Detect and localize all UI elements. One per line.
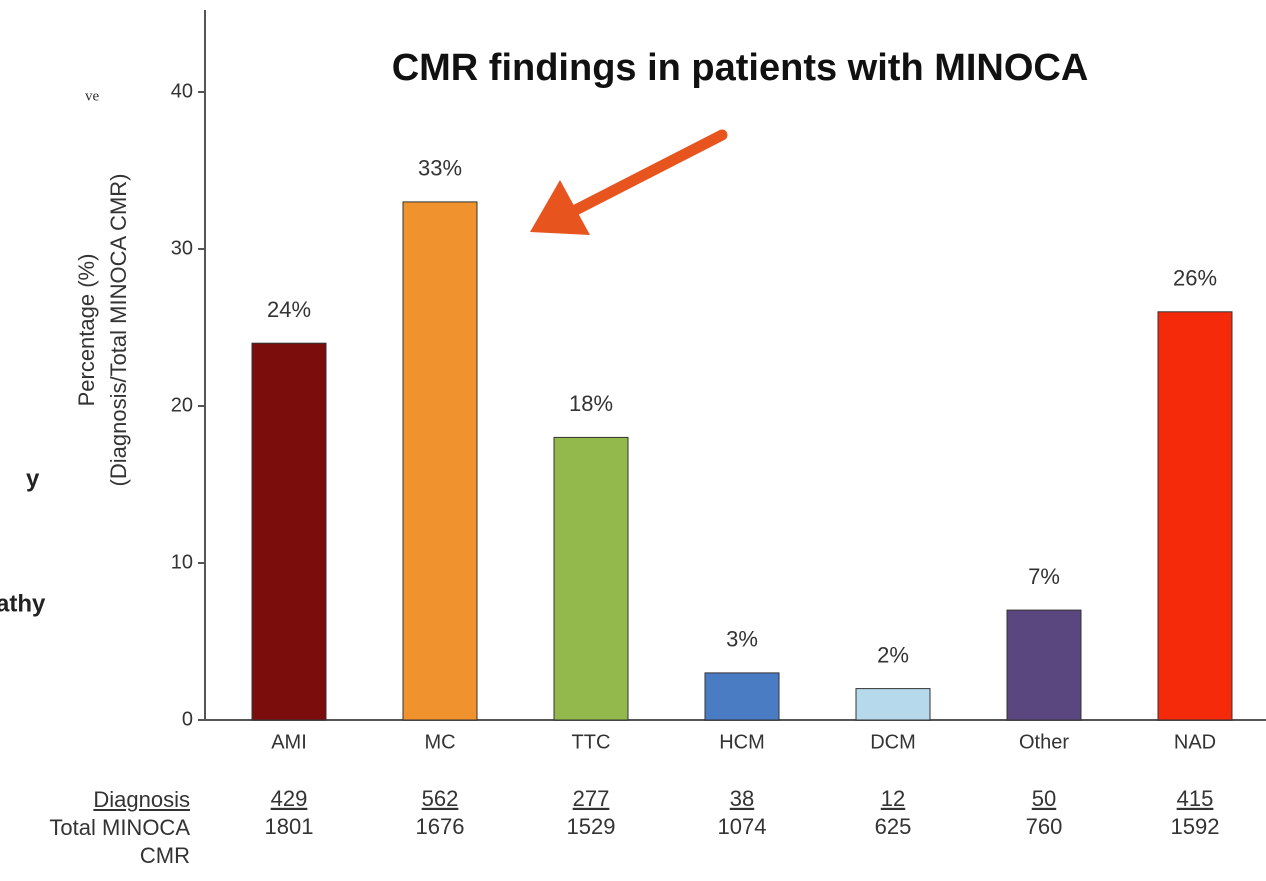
table-cell: 50 — [1032, 786, 1056, 811]
table-cell: 562 — [422, 786, 459, 811]
x-tick-label: NAD — [1174, 731, 1216, 753]
table-cell: 1074 — [718, 814, 767, 839]
table-cell: 1592 — [1171, 814, 1220, 839]
fragment: ve — [85, 88, 100, 104]
table-cell: 429 — [271, 786, 308, 811]
row-label: Total MINOCA CMR — [49, 815, 190, 868]
y-tick-label: 20 — [171, 394, 193, 416]
y-tick-label: 0 — [182, 708, 193, 730]
value-label: 24% — [267, 297, 311, 322]
bar — [1006, 609, 1082, 721]
table-cell: 415 — [1177, 786, 1214, 811]
fragment: y — [26, 465, 40, 492]
table-cell: 1676 — [416, 814, 465, 839]
table-cell: 38 — [730, 786, 754, 811]
value-label: 26% — [1173, 266, 1217, 291]
table-cell: 1801 — [265, 814, 314, 839]
value-label: 7% — [1028, 564, 1060, 589]
y-tick-label: 10 — [171, 551, 193, 573]
y-tick-label: 30 — [171, 237, 193, 259]
x-tick-label: DCM — [870, 731, 916, 753]
y-axis-label: (Diagnosis/Total MINOCA CMR) — [106, 174, 131, 487]
bar — [1157, 311, 1233, 721]
bar — [402, 201, 478, 721]
x-tick-label: HCM — [719, 731, 765, 753]
chart-title: CMR findings in patients with MINOCA — [392, 47, 1089, 89]
value-label: 2% — [877, 642, 909, 667]
table-cell: 1529 — [567, 814, 616, 839]
value-label: 3% — [726, 627, 758, 652]
bar — [251, 342, 327, 721]
value-label: 33% — [418, 156, 462, 181]
row-label: Diagnosis — [93, 787, 190, 812]
table-cell: 760 — [1026, 814, 1063, 839]
arrow — [530, 129, 728, 235]
bar — [553, 436, 629, 721]
fragment: athy — [0, 590, 46, 617]
table-cell: 625 — [875, 814, 912, 839]
table-cell: 12 — [881, 786, 905, 811]
table-cell: 277 — [573, 786, 610, 811]
x-tick-label: Other — [1019, 731, 1069, 753]
bar — [704, 672, 780, 721]
x-tick-label: AMI — [271, 731, 307, 753]
y-tick-label: 40 — [171, 80, 193, 102]
x-tick-label: MC — [424, 731, 455, 753]
y-axis-label: Percentage (%) — [74, 254, 99, 407]
bar — [855, 688, 931, 721]
x-tick-label: TTC — [572, 731, 611, 753]
value-label: 18% — [569, 391, 613, 416]
